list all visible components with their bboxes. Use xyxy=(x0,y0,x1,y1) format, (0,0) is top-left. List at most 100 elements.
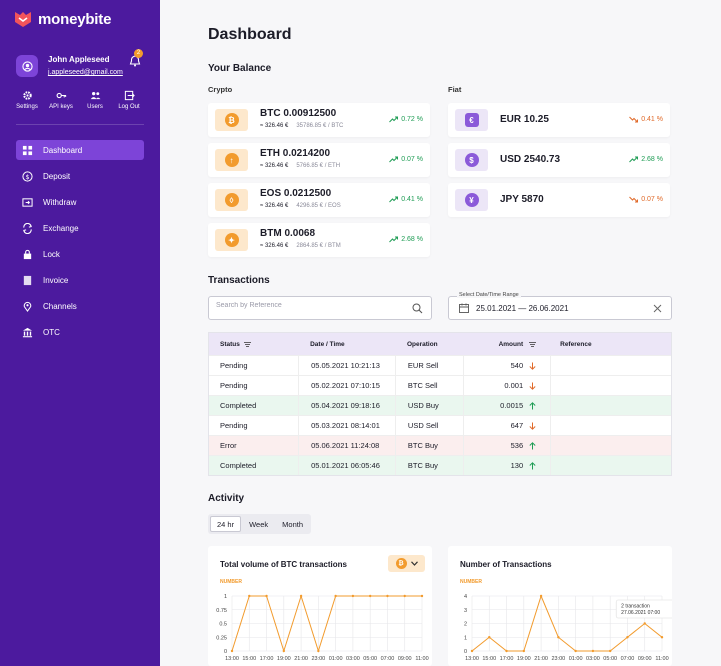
header-status[interactable]: Status xyxy=(209,341,298,348)
sidebar-item-exchange[interactable]: Exchange xyxy=(16,218,144,238)
tab-month[interactable]: Month xyxy=(282,519,304,529)
users-button[interactable]: Users xyxy=(80,90,110,110)
sidebar-item-invoice[interactable]: Invoice xyxy=(16,270,144,290)
logo[interactable]: moneybite xyxy=(14,10,111,28)
table-row[interactable]: Error 05.06.2021 11:24:08 BTC Buy 536 xyxy=(209,435,671,455)
header-label: Status xyxy=(220,340,240,348)
sidebar-item-dashboard[interactable]: Dashboard xyxy=(16,140,144,160)
balance-card-eth[interactable]: ↑ ETH 0.0214200 ≈ 326.46 € 5766.85 € / ET… xyxy=(208,143,430,177)
balance-sub: ≈ 326.46 € 4296.85 € / EOS xyxy=(260,203,341,209)
cell-status: Completed xyxy=(220,461,257,470)
balance-amount: JPY 5870 xyxy=(500,194,544,205)
btc-volume-chart: 0 0.25 0.5 0.75 1 13:00 15:00 17:00 19:00 21:00 23… xyxy=(216,594,428,662)
balance-eur: ≈ 326.46 € xyxy=(260,123,289,129)
cell-reference xyxy=(550,356,671,375)
header-operation[interactable]: Operation xyxy=(406,340,438,348)
y-tick-label: 0 xyxy=(464,649,467,655)
invoice-icon xyxy=(23,275,32,285)
header-reference[interactable]: Reference xyxy=(560,340,592,348)
data-point xyxy=(265,594,268,598)
search-icon[interactable] xyxy=(412,303,423,314)
header-date[interactable]: Date / Time xyxy=(310,340,345,348)
currency-select[interactable]: ₿ xyxy=(388,555,425,572)
cell-operation: BTC Buy xyxy=(394,436,463,455)
data-point xyxy=(591,649,595,653)
cell-reference xyxy=(550,416,671,435)
balance-card-jpy[interactable]: ¥ JPY 5870 0.07 % xyxy=(448,183,670,217)
table-row[interactable]: Completed 05.04.2021 09:18:16 USD Buy 0.… xyxy=(209,395,671,415)
x-tick-label: 23:00 xyxy=(311,656,325,662)
avatar[interactable] xyxy=(16,55,38,77)
sidebar: moneybite John Appleseed j.appleseed@gma… xyxy=(0,0,160,666)
settings-button[interactable]: Settings xyxy=(12,90,42,110)
change-value: 0.72 % xyxy=(401,116,423,123)
amount-value: 0.001 xyxy=(504,381,524,390)
balance-card-usd[interactable]: $ USD 2540.73 2.68 % xyxy=(448,143,670,177)
table-row[interactable]: Pending 05.03.2021 08:14:01 USD Sell 647 xyxy=(209,415,671,435)
data-point xyxy=(299,594,303,598)
sidebar-item-withdraw[interactable]: Withdraw xyxy=(16,192,144,212)
crypto-label: Crypto xyxy=(208,85,233,94)
change-indicator: 0.07 % xyxy=(389,156,423,163)
api-keys-button[interactable]: API keys xyxy=(46,90,76,110)
balance-card-btc[interactable]: ₿ BTC 0.00912500 ≈ 326.46 € 35786.85 € / … xyxy=(208,103,430,137)
date-range-field[interactable]: Select Date/Time Range 25.01.2021 — 26.0… xyxy=(448,292,672,320)
arrow-up-icon xyxy=(529,461,536,469)
search-input[interactable] xyxy=(216,302,406,309)
cell-operation: USD Sell xyxy=(394,416,463,435)
sidebar-item-label: Channels xyxy=(43,301,77,311)
chart-unit: NUMBER xyxy=(220,579,242,585)
data-point xyxy=(368,594,372,598)
logout-button[interactable]: Log Out xyxy=(114,90,144,110)
data-point xyxy=(643,622,646,625)
transactions-title: Transactions xyxy=(208,275,270,286)
balance-card-eur[interactable]: € EUR 10.25 0.41 % xyxy=(448,103,670,137)
data-point xyxy=(351,594,355,598)
tab-24hr[interactable]: 24 hr xyxy=(210,516,242,532)
y-tick-label: 3 xyxy=(464,608,467,614)
coin-badge: ↑ xyxy=(215,149,248,171)
tooltip-line: 2 transaction xyxy=(621,604,650,610)
cell-amount: 540 xyxy=(462,356,550,375)
svg-text:$: $ xyxy=(25,172,29,180)
sidebar-item-lock[interactable]: Lock xyxy=(16,244,144,264)
cell-status: Pending xyxy=(220,361,248,370)
data-point xyxy=(488,636,491,639)
header-amount[interactable]: Amount xyxy=(463,333,550,355)
close-icon[interactable] xyxy=(653,304,662,313)
change-value: 0.41 % xyxy=(641,116,663,123)
data-point xyxy=(334,594,337,598)
trend-up-icon xyxy=(389,116,399,123)
sidebar-item-deposit[interactable]: $ Deposit xyxy=(16,166,144,186)
change-value: 0.41 % xyxy=(401,196,423,203)
tab-week[interactable]: Week xyxy=(249,519,269,529)
amount-value: 540 xyxy=(510,361,524,370)
x-tick-label: 01:00 xyxy=(569,656,583,662)
api-keys-label: API keys xyxy=(49,104,73,110)
table-row[interactable]: Completed 05.01.2021 06:05:46 BTC Buy 13… xyxy=(209,455,671,475)
balance-card-eos[interactable]: ◊ EOS 0.0212500 ≈ 326.46 € 4296.85 € / EO… xyxy=(208,183,430,217)
x-tick-label: 07:00 xyxy=(621,656,635,662)
data-point xyxy=(557,636,560,639)
amount-value: 647 xyxy=(510,421,524,430)
sidebar-item-channels[interactable]: Channels xyxy=(16,296,144,316)
lock-icon xyxy=(23,249,32,259)
balance-sub: ≈ 326.46 € 5766.85 € / ETH xyxy=(260,163,340,169)
yen-icon: ¥ xyxy=(464,193,479,207)
logout-icon xyxy=(124,90,135,101)
page-title: Dashboard xyxy=(208,26,292,43)
balance-card-btm[interactable]: ✦ BTM 0.0068 ≈ 326.46 € 2864.85 € / BTM 2… xyxy=(208,223,430,257)
bytom-icon: ✦ xyxy=(224,233,239,247)
data-point xyxy=(505,649,508,653)
balance-eur: ≈ 326.46 € xyxy=(260,243,289,249)
x-tick-label: 17:00 xyxy=(260,656,274,662)
x-tick-label: 11:00 xyxy=(655,656,668,662)
user-email[interactable]: j.appleseed@gmail.com xyxy=(48,69,123,76)
table-row[interactable]: Pending 05.02.2021 07:10:15 BTC Sell 0.0… xyxy=(209,375,671,395)
search-field[interactable] xyxy=(208,296,432,320)
coin-badge: ◊ xyxy=(215,189,248,211)
grid-icon xyxy=(22,145,33,155)
sidebar-item-otc[interactable]: OTC xyxy=(16,322,144,342)
coin-badge: ¥ xyxy=(455,189,488,211)
table-row[interactable]: Pending 05.05.2021 10:21:13 EUR Sell 540 xyxy=(209,355,671,375)
